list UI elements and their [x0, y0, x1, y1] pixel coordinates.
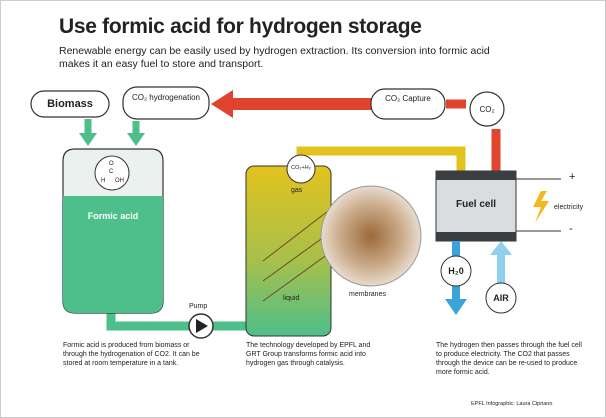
caption: The hydrogen then passes through the fue…: [436, 341, 586, 377]
label: electricity: [554, 204, 583, 211]
label: membranes: [349, 291, 386, 298]
membrane-zoom: [321, 186, 421, 286]
red-arrowhead: [211, 90, 233, 118]
label: Fuel cell: [436, 199, 516, 210]
label: gas: [291, 187, 302, 194]
atom: OH: [115, 178, 124, 184]
label: CO₂ Capture: [381, 94, 435, 103]
green-arrowhead: [127, 133, 145, 146]
atom: H: [101, 178, 105, 184]
label: Pump: [189, 303, 207, 310]
atom: C: [109, 169, 113, 175]
label: Formic acid: [83, 211, 143, 221]
subtitle: Renewable energy can be easily used by h…: [59, 45, 499, 71]
h2o-arrowhead: [445, 299, 467, 315]
label: +: [569, 171, 575, 183]
infographic: Use formic acid for hydrogen storage Ren…: [0, 0, 606, 418]
credit: EPFL Infographic: Laura Cipriano: [471, 401, 552, 407]
caption: The technology developed by EPFL and GRT…: [246, 341, 386, 368]
fuel-cell-top: [436, 171, 516, 180]
label: CO₂: [471, 105, 503, 114]
label: CO₂ hydrogenation: [129, 93, 203, 102]
bolt: [533, 191, 549, 223]
caption: Formic acid is produced from biomass or …: [63, 341, 203, 368]
label: AIR: [486, 293, 516, 303]
hydrogenation-box: [123, 87, 209, 119]
liquid-pipe: [111, 311, 251, 331]
green-arrowhead: [79, 133, 97, 146]
label: -: [569, 223, 573, 235]
title: Use formic acid for hydrogen storage: [59, 15, 422, 39]
atom: O: [109, 161, 114, 167]
label: H₂0: [441, 266, 471, 276]
label: liquid: [283, 295, 299, 302]
reactor: [246, 166, 331, 336]
air-arrowhead: [490, 241, 512, 255]
fuel-cell-bottom: [436, 232, 516, 241]
label: CO₂+H₂: [287, 165, 315, 171]
label: Biomass: [31, 98, 109, 110]
